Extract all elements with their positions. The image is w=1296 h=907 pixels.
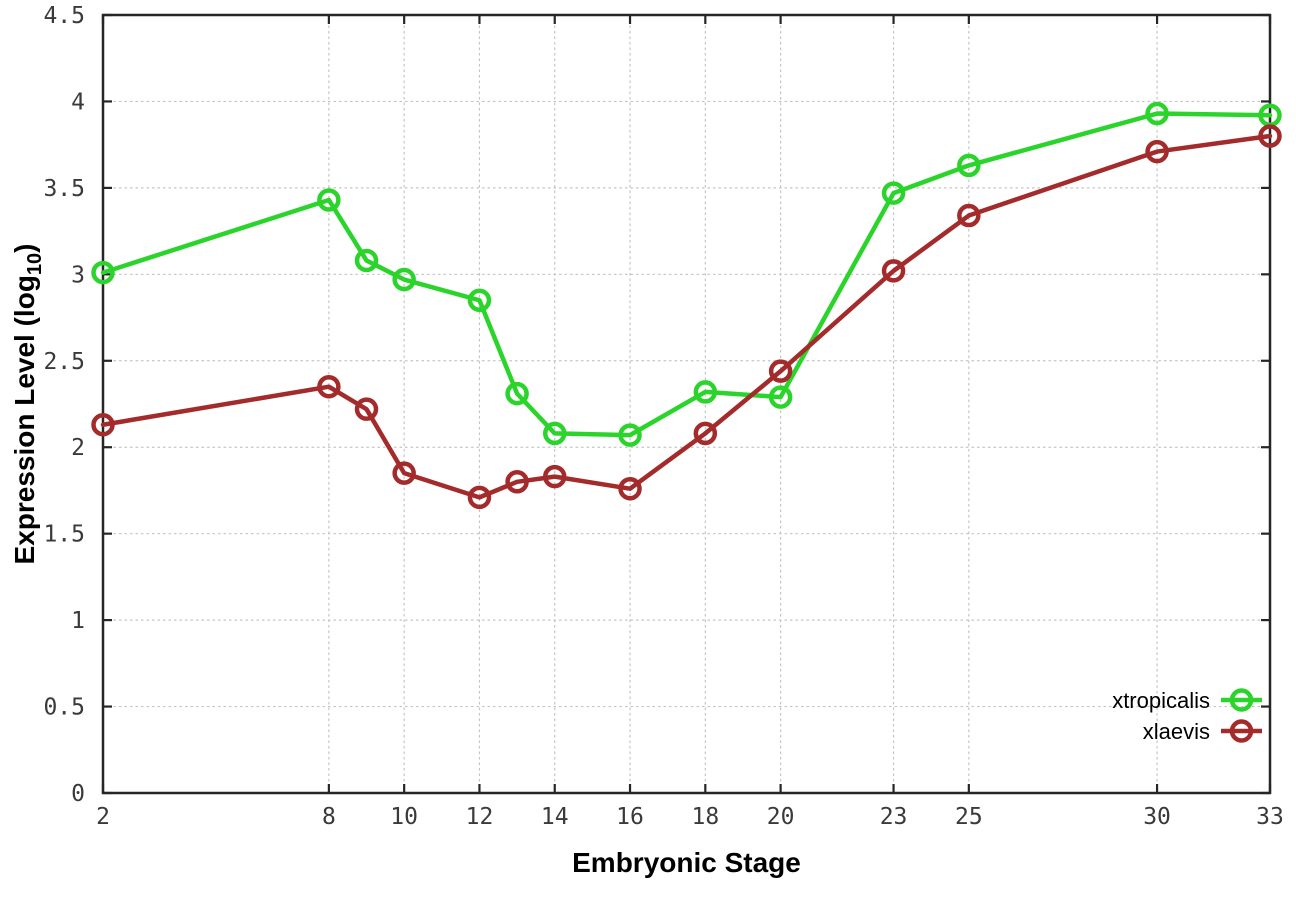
data-point-xlaevis [1258, 124, 1282, 148]
data-point-xlaevis [618, 476, 642, 501]
series-xlaevis [91, 124, 1282, 510]
plot-border [101, 13, 1272, 795]
x-tick-label: 23 [880, 804, 908, 830]
series-line-xtropicalis [100, 111, 1273, 438]
data-point-xlaevis [91, 412, 115, 437]
y-tick-label: 1 [71, 608, 85, 634]
data-point-xlaevis [542, 464, 567, 489]
y-tick-label: 4 [71, 89, 85, 115]
x-tick-label: 33 [1256, 804, 1284, 830]
data-point-xtropicalis [392, 267, 416, 292]
x-tick-labels: 2 8 10 12 14 16 18 20 23 25 30 33 [96, 804, 1284, 830]
data-point-xlaevis [392, 461, 416, 485]
data-point-xlaevis [693, 421, 718, 446]
y-tick-label: 0 [71, 781, 85, 807]
data-point-xlaevis [881, 259, 906, 283]
data-point-xlaevis [354, 397, 379, 421]
data-point-xtropicalis [693, 380, 718, 404]
data-point-xlaevis [1145, 139, 1169, 164]
data-point-xlaevis [467, 485, 492, 510]
x-tick-label: 18 [691, 804, 719, 830]
legend-marker-sample [1229, 688, 1254, 712]
data-point-xtropicalis [957, 153, 981, 178]
data-point-xlaevis [768, 359, 793, 383]
y-tick-labels: 0 0.5 1 1.5 2 2.5 3 3.5 4 4.5 [43, 3, 85, 807]
x-tick-label: 10 [390, 804, 418, 830]
data-point-xtropicalis [542, 421, 567, 446]
data-point-xlaevis [505, 470, 529, 494]
data-point-xtropicalis [505, 381, 529, 406]
data-point-xtropicalis [91, 260, 115, 285]
y-tick-label: 3.5 [43, 176, 85, 202]
x-tick-label: 8 [322, 804, 336, 830]
data-point-xtropicalis [354, 248, 379, 273]
x-tick-label: 12 [466, 804, 494, 830]
x-tick-label: 16 [616, 804, 644, 830]
legend: xtropicalis xlaevis [1112, 688, 1262, 744]
data-point-xtropicalis [467, 288, 492, 313]
legend-entry-xtropicalis: xtropicalis [1112, 688, 1262, 713]
data-point-xtropicalis [317, 188, 341, 212]
x-tick-label: 14 [541, 804, 569, 830]
x-tick-label: 2 [96, 804, 110, 830]
legend-label-xlaevis: xlaevis [1143, 719, 1210, 744]
data-point-xtropicalis [881, 181, 906, 205]
x-axis-title: Embryonic Stage [572, 847, 801, 878]
data-point-xtropicalis [1145, 101, 1169, 126]
y-tick-label: 4.5 [43, 3, 85, 29]
series-line-xlaevis [100, 133, 1273, 500]
legend-entry-xlaevis: xlaevis [1143, 719, 1262, 744]
data-point-xlaevis [957, 203, 981, 228]
y-tick-label: 3 [71, 262, 85, 288]
y-tick-label: 0.5 [43, 695, 85, 721]
y-tick-label: 1.5 [43, 522, 85, 548]
data-point-xlaevis [317, 374, 341, 399]
x-tick-label: 25 [955, 804, 983, 830]
y-axis-title: Expression Level (log10) [9, 244, 46, 565]
data-point-xtropicalis [768, 385, 793, 409]
data-point-xtropicalis [618, 423, 642, 447]
x-tick-label: 30 [1143, 804, 1171, 830]
tick-marks [101, 13, 1272, 795]
y-tick-label: 2.5 [43, 349, 85, 375]
legend-marker-sample [1229, 719, 1254, 743]
x-tick-label: 20 [767, 804, 795, 830]
y-tick-label: 2 [71, 435, 85, 461]
legend-label-xtropicalis: xtropicalis [1112, 688, 1210, 713]
